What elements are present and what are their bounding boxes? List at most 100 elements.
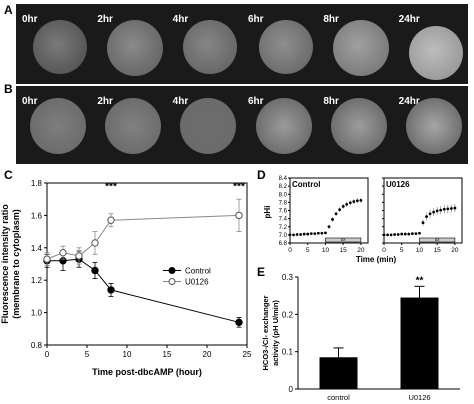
y-tick-label: 1.4 <box>31 244 43 253</box>
legend-label: Control <box>185 266 211 275</box>
panel-a-letter: A <box>4 3 13 17</box>
oocyte-image <box>409 26 464 80</box>
data-point <box>341 205 345 208</box>
plot-title: Control <box>292 180 320 189</box>
significance-marker: *** <box>233 181 245 192</box>
y-tick-label: 0.8 <box>31 341 43 350</box>
data-point <box>345 203 349 206</box>
oocyte-image <box>183 20 238 74</box>
x-tick-label: 0 <box>382 247 386 254</box>
y-axis-label: (membrane to cytoplasm) <box>11 209 21 319</box>
x-tick-label: U0126 <box>408 393 430 402</box>
y-tick-label: 8.0 <box>279 192 288 198</box>
data-point <box>316 231 320 235</box>
x-tick-label: 5 <box>400 247 404 254</box>
data-point <box>348 201 352 205</box>
treatment-bar <box>325 237 362 243</box>
micrograph-cell: 2hr <box>91 86 166 164</box>
data-point <box>292 233 295 237</box>
micrograph-cell: 8hr <box>317 4 392 84</box>
oocyte-image <box>330 98 387 154</box>
data-point <box>435 209 439 213</box>
data-point <box>338 208 342 212</box>
data-point <box>235 318 243 327</box>
data-point <box>393 233 397 236</box>
x-tick-label: 20 <box>451 247 459 254</box>
data-point <box>407 232 411 236</box>
data-point <box>295 233 299 236</box>
data-point <box>235 211 243 220</box>
treatment-bar <box>419 237 456 243</box>
micrograph-cell: 0hr <box>16 86 91 164</box>
y-axis-label: activity (pH U/min) <box>271 300 280 366</box>
data-point <box>43 255 51 263</box>
data-point <box>59 248 67 257</box>
x-axis-label: Time post-dbcAMP (hour) <box>92 367 202 377</box>
data-point <box>334 212 338 216</box>
micrograph-cell: 6hr <box>242 4 317 84</box>
oocyte-image <box>180 98 237 154</box>
bar-chart-exchanger: 0 0.1 0.2 0.3 control U0126 ** HCO3-/Cl- exchan… <box>261 273 460 402</box>
data-point <box>389 233 393 237</box>
micrograph-cell: 24hr <box>393 4 468 84</box>
micrograph-strip-a: 0hr 2hr 4hr 6hr 8hr 24hr <box>16 4 468 84</box>
y-tick-label: 1.8 <box>31 179 43 188</box>
data-point <box>299 233 303 236</box>
y-tick-label: 0.1 <box>282 348 294 357</box>
time-label: 2hr <box>97 96 113 107</box>
x-tick-label: 5 <box>306 247 310 254</box>
x-tick-label: 10 <box>123 350 132 359</box>
plot-title: U0126 <box>386 180 410 189</box>
x-tick-label: 10 <box>416 247 424 254</box>
micrograph-cell: 4hr <box>167 86 242 164</box>
legend-marker <box>168 266 176 274</box>
time-label: 4hr <box>172 14 189 25</box>
data-point <box>288 233 292 237</box>
data-point <box>414 232 418 236</box>
legend-marker <box>168 277 176 285</box>
oocyte-image <box>29 98 86 154</box>
data-point <box>359 198 363 202</box>
y-tick-label: 7.0 <box>279 233 288 239</box>
data-point <box>418 231 421 235</box>
micrograph-cell: 2hr <box>91 4 166 84</box>
data-point <box>327 225 331 229</box>
panel-e-letter: E <box>257 265 266 279</box>
time-label: 24hr <box>398 14 420 25</box>
data-point <box>355 199 359 203</box>
legend-label: U0126 <box>185 277 209 286</box>
oocyte-image <box>406 98 463 154</box>
data-point <box>107 216 115 224</box>
oocyte-image <box>104 98 161 154</box>
data-point <box>306 232 310 236</box>
x-tick-label: 5 <box>85 350 90 359</box>
data-point <box>382 233 386 237</box>
data-point <box>400 232 404 236</box>
oocyte-image <box>32 20 87 74</box>
data-point <box>446 207 450 211</box>
x-tick-label: 10 <box>322 247 330 254</box>
x-tick-label: 0 <box>288 247 292 254</box>
data-point <box>410 232 414 236</box>
panel-d-letter: D <box>257 168 266 182</box>
y-tick-label: 7.6 <box>279 209 288 215</box>
data-point <box>91 266 99 275</box>
y-tick-label: 7.8 <box>279 200 288 206</box>
treatment-bar-label: 8X <box>435 237 440 242</box>
panel-b-letter: B <box>4 82 13 96</box>
line-chart-fluorescence: 0 5 10 15 20 25 0.8 1.0 1.2 1.4 1.6 1.8 Time post-db… <box>0 179 252 377</box>
time-label: 6hr <box>248 96 264 107</box>
x-tick-label: 20 <box>357 247 365 254</box>
y-tick-label: 1.0 <box>31 309 43 318</box>
data-point <box>432 210 436 214</box>
micrograph-cell: 4hr <box>167 4 242 84</box>
data-point <box>442 207 446 211</box>
micrograph-cell: 0hr <box>16 4 91 84</box>
significance-marker: *** <box>105 181 117 192</box>
data-point <box>320 231 324 235</box>
panel-c-letter: C <box>4 168 13 182</box>
y-tick-label: 8.2 <box>279 184 288 190</box>
micrograph-cell: 8hr <box>317 86 392 164</box>
data-point <box>309 232 313 236</box>
time-label: 0hr <box>22 96 38 107</box>
